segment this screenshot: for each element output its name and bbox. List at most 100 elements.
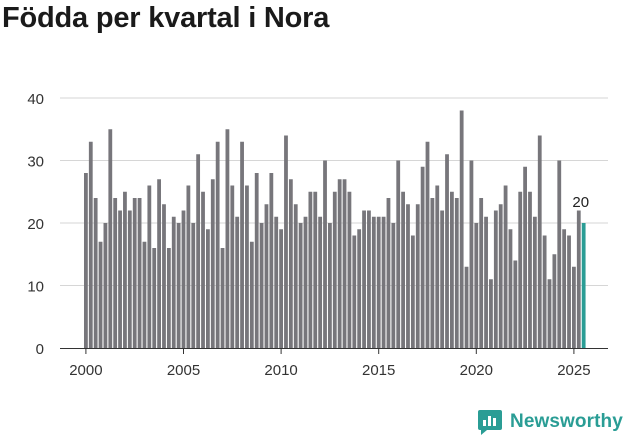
- y-tick-label: 40: [27, 91, 44, 108]
- bar: [386, 198, 391, 348]
- bar: [152, 248, 157, 348]
- bar: [264, 204, 269, 348]
- x-tick-label: 2010: [264, 362, 297, 379]
- bar: [415, 204, 420, 348]
- y-tick-label: 10: [27, 279, 44, 296]
- bar: [269, 173, 274, 348]
- x-axis-ticks: 2000 2005 2010 2015 2020 2025: [69, 348, 591, 379]
- bar: [196, 154, 201, 348]
- bars: [84, 110, 586, 348]
- bar: [576, 210, 581, 348]
- bar: [342, 179, 347, 348]
- newsworthy-brand[interactable]: Newsworthy: [476, 407, 623, 437]
- bar: [220, 248, 225, 348]
- x-tick-label: 2005: [167, 362, 200, 379]
- bar: [157, 179, 161, 348]
- bar: [562, 229, 567, 348]
- bar: [147, 185, 152, 348]
- bar: [508, 229, 513, 348]
- newsworthy-logo-icon: [478, 410, 502, 435]
- x-tick-label: 2000: [69, 362, 102, 379]
- bar-chart: 0 10 20 30 40 2000 2005 2010 2015 2020 2025 20: [27, 91, 608, 379]
- bar: [186, 185, 191, 348]
- bar: [484, 216, 488, 348]
- bar: [420, 166, 425, 348]
- bar: [493, 210, 498, 348]
- bar: [347, 191, 352, 348]
- bar: [298, 223, 303, 348]
- bar: [259, 223, 264, 348]
- x-tick-label: 2020: [460, 362, 493, 379]
- bar: [132, 198, 137, 348]
- bar: [230, 185, 235, 348]
- bar: [142, 241, 147, 348]
- bar: [240, 141, 244, 348]
- y-axis-ticks: 0 10 20 30 40: [27, 91, 44, 358]
- bar: [542, 235, 547, 348]
- annotations: 20: [572, 194, 589, 211]
- x-tick-label: 2015: [362, 362, 395, 379]
- bar: [254, 173, 259, 348]
- bar: [113, 198, 118, 348]
- bar: [489, 279, 493, 348]
- bar: [454, 198, 459, 348]
- bar: [552, 254, 557, 348]
- bar: [84, 173, 88, 348]
- bar: [318, 216, 323, 348]
- bar: [391, 223, 396, 348]
- bar: [225, 129, 230, 348]
- brand-name: Newsworthy: [510, 411, 623, 432]
- bar: [528, 191, 532, 348]
- bar: [103, 223, 108, 348]
- bar: [274, 216, 279, 348]
- bar: [210, 179, 215, 348]
- bar: [547, 279, 552, 348]
- bar: [279, 229, 283, 348]
- bar: [440, 210, 445, 348]
- bar: [532, 216, 537, 348]
- bar: [93, 198, 98, 348]
- bar: [88, 141, 93, 348]
- bar: [313, 191, 318, 348]
- bar: [337, 179, 342, 348]
- bar: [498, 204, 503, 348]
- bar: [567, 235, 571, 348]
- bar: [191, 223, 196, 348]
- bar: [430, 198, 435, 348]
- bar: [127, 210, 132, 348]
- last-value-label: 20: [572, 194, 589, 211]
- bar: [357, 229, 362, 348]
- bar: [206, 229, 210, 348]
- bar: [459, 110, 464, 348]
- bar: [201, 191, 205, 348]
- bar: [469, 160, 474, 348]
- bar: [293, 204, 298, 348]
- bar: [137, 198, 142, 348]
- bar: [162, 204, 166, 348]
- bar: [308, 191, 313, 348]
- bar: [381, 216, 386, 348]
- bar: [166, 248, 171, 348]
- bar: [396, 160, 401, 348]
- bar: [523, 166, 527, 348]
- bar: [406, 204, 410, 348]
- bar: [118, 210, 122, 348]
- bar: [367, 210, 371, 348]
- bar: [537, 135, 542, 348]
- bar: [435, 185, 440, 348]
- bar: [410, 235, 415, 348]
- bar: [376, 216, 381, 348]
- y-tick-label: 30: [27, 154, 44, 171]
- bar: [245, 185, 249, 348]
- bar: [464, 266, 469, 348]
- bar: [171, 216, 176, 348]
- bar: [513, 260, 518, 348]
- bar: [474, 223, 479, 348]
- bar: [303, 216, 308, 348]
- y-tick-label: 20: [27, 216, 44, 233]
- bar: [362, 210, 366, 348]
- bar: [572, 266, 576, 348]
- bar: [518, 191, 523, 348]
- x-tick-label: 2025: [557, 362, 590, 379]
- bar: [108, 129, 113, 348]
